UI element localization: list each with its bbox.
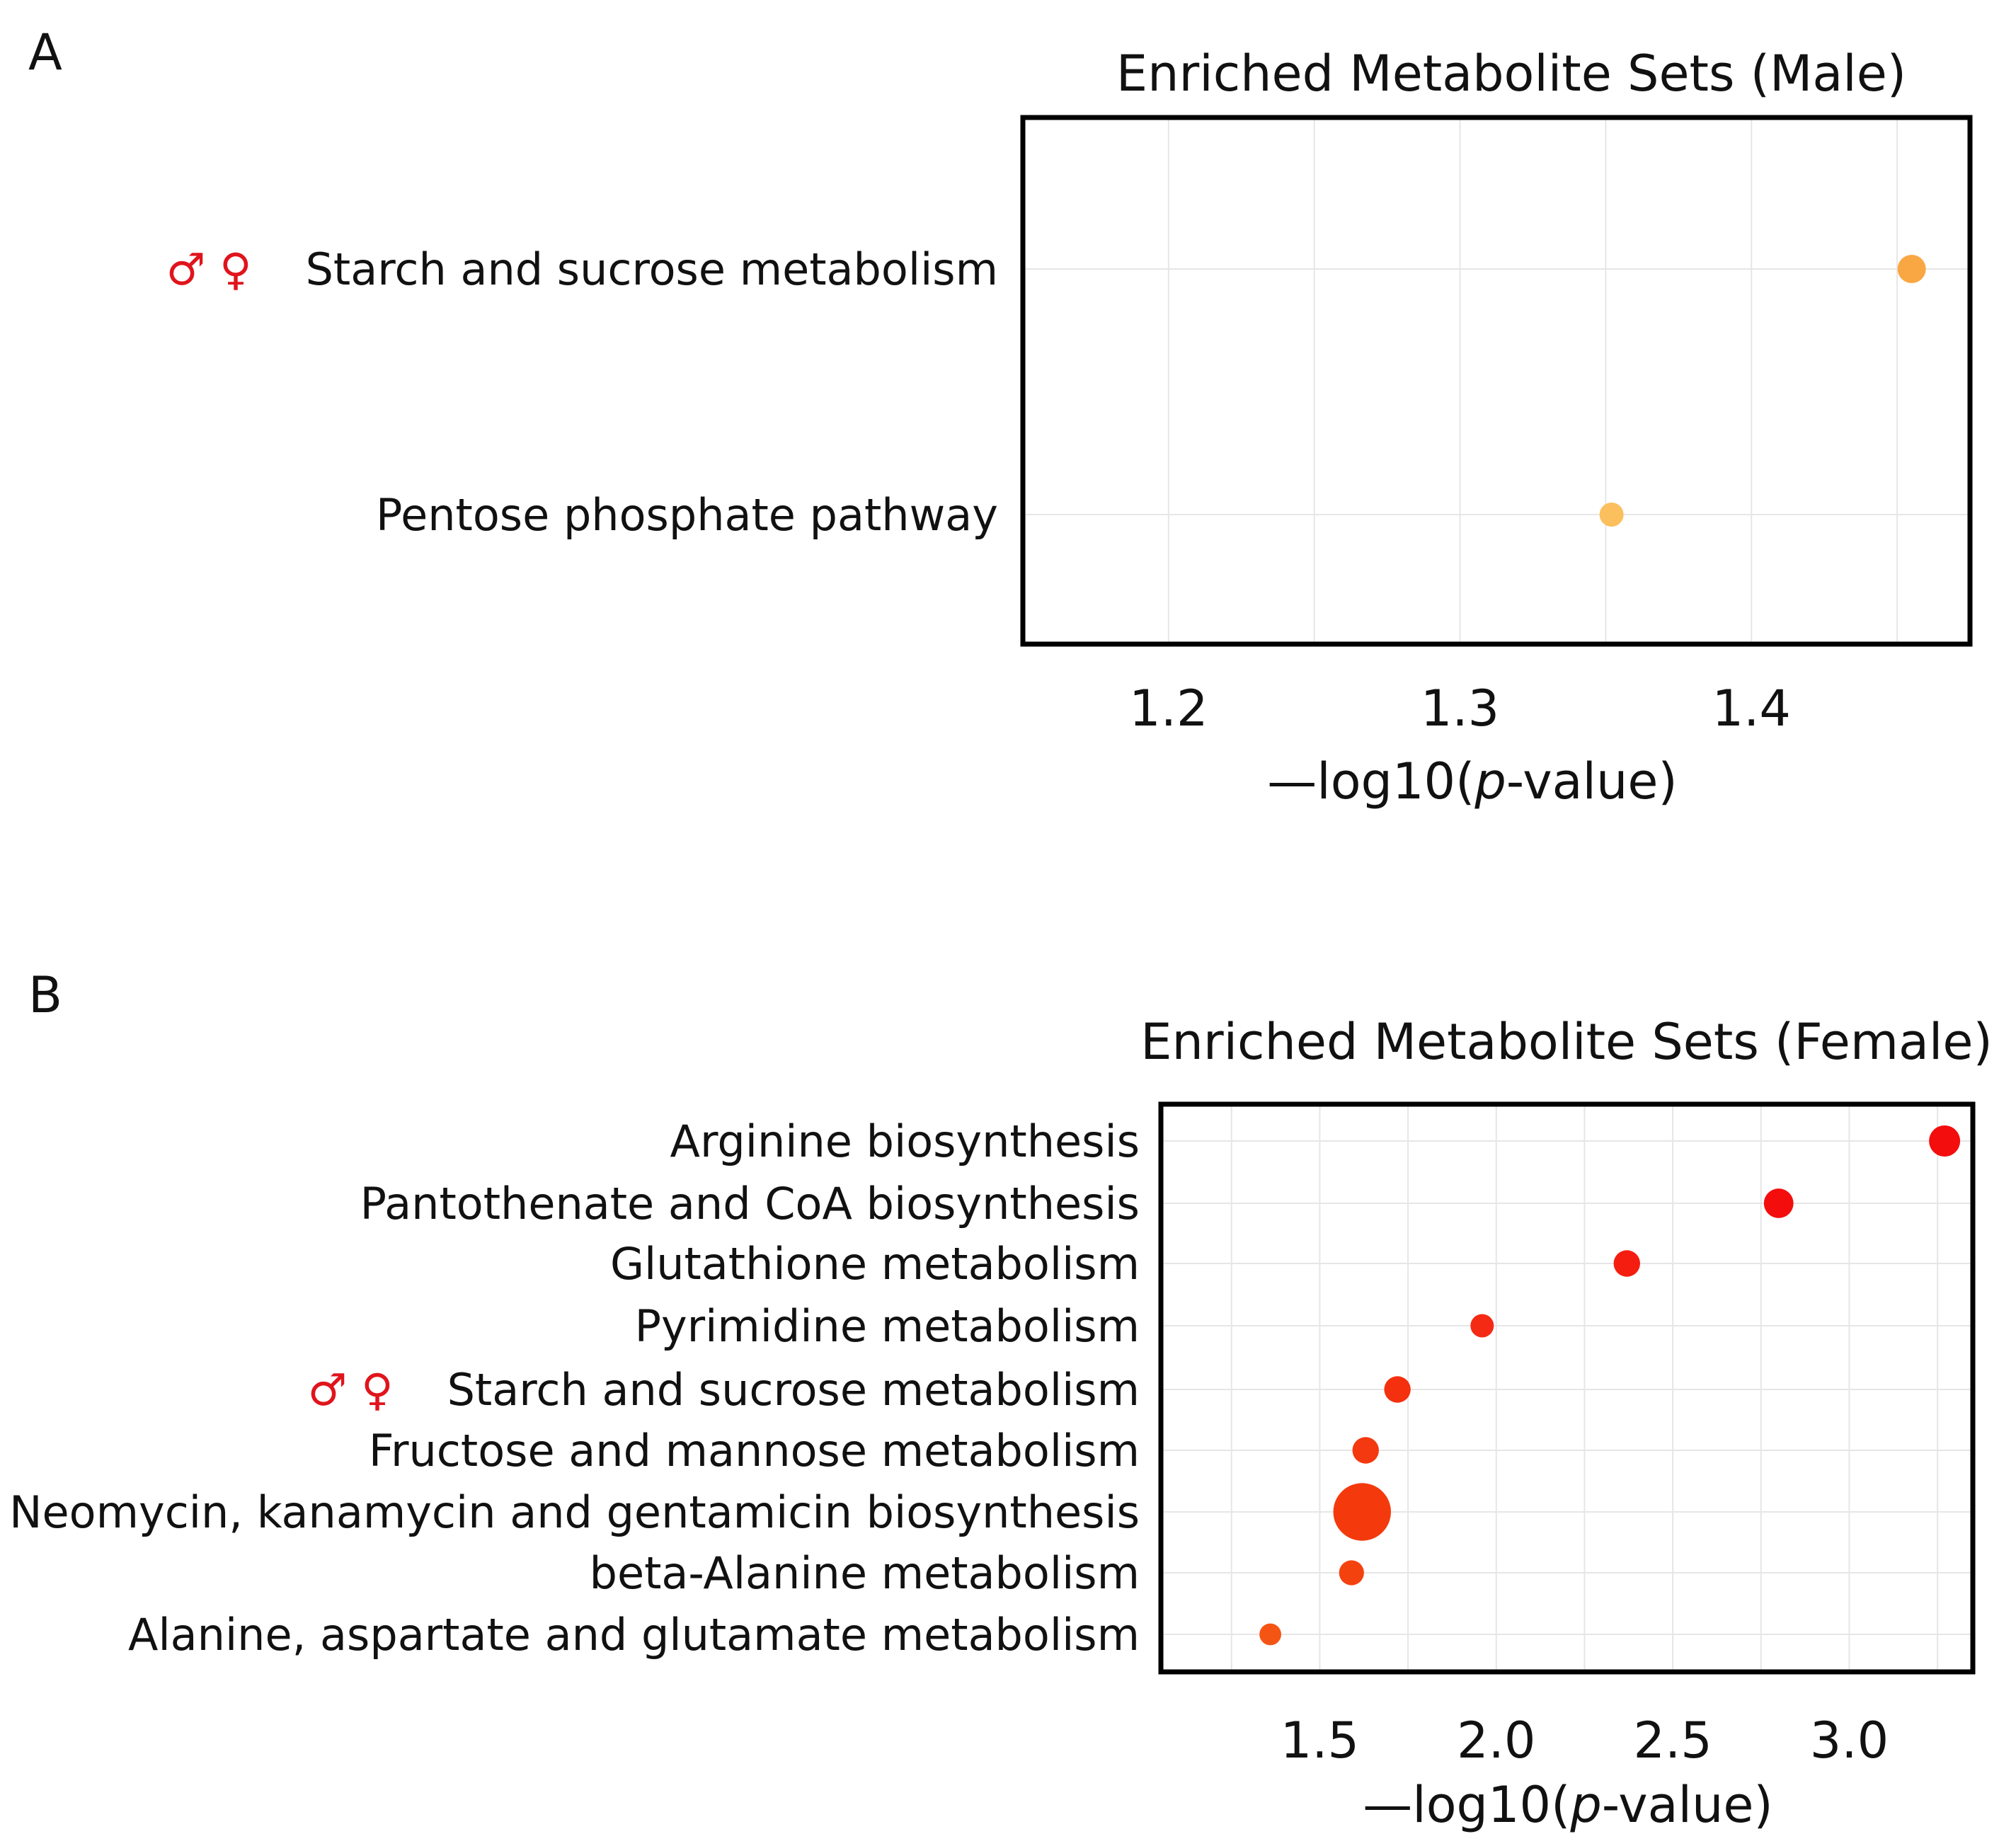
category-label: Fructose and mannose metabolism (369, 1425, 1140, 1477)
x-axis-label-suffix: -value) (1602, 1776, 1773, 1834)
data-point (1897, 255, 1926, 283)
data-point (1929, 1125, 1961, 1157)
sex-symbol-marker: ♂ ♀ (308, 1364, 394, 1416)
sex-symbol-marker: ♂ ♀ (166, 243, 252, 295)
x-axis-label-italic: p (1569, 1776, 1601, 1834)
x-axis-label-suffix: -value) (1506, 752, 1678, 810)
chart-title: Enriched Metabolite Sets (Male) (1116, 45, 1906, 103)
panel-letter: A (28, 23, 62, 81)
chart-title: Enriched Metabolite Sets (Female) (1140, 1013, 1993, 1071)
category-label: Neomycin, kanamycin and gentamicin biosy… (9, 1486, 1140, 1538)
x-axis-label-italic: p (1474, 752, 1506, 810)
data-point (1384, 1376, 1411, 1403)
x-tick-label: 1.4 (1712, 680, 1791, 738)
data-point (1339, 1560, 1364, 1586)
data-point (1352, 1437, 1379, 1464)
category-label: Pentose phosphate pathway (376, 489, 998, 541)
category-label: Glutathione metabolism (610, 1238, 1140, 1290)
data-point (1763, 1188, 1794, 1218)
category-label: Pantothenate and CoA biosynthesis (360, 1178, 1140, 1229)
category-label: Pyrimidine metabolism (635, 1300, 1140, 1352)
x-axis-label: —log10(p-value) (1363, 1776, 1772, 1834)
x-axis-label: —log10(p-value) (1267, 752, 1677, 810)
category-label: beta-Alanine metabolism (590, 1547, 1140, 1599)
x-tick-label: 2.0 (1457, 1712, 1535, 1770)
x-tick-label: 3.0 (1810, 1712, 1889, 1770)
panel-letter: B (28, 966, 62, 1024)
category-label: Alanine, aspartate and glutamate metabol… (128, 1609, 1140, 1661)
data-point (1333, 1483, 1391, 1541)
x-axis-label-prefix: —log10( (1363, 1776, 1570, 1834)
category-label: Starch and sucrose metabolism (306, 243, 998, 295)
data-point (1259, 1623, 1281, 1646)
x-tick-label: 1.2 (1129, 680, 1208, 738)
data-point (1599, 503, 1624, 527)
panel-b: B Enriched Metabolite Sets (Female)Argini… (9, 966, 1993, 1834)
data-point (1470, 1314, 1494, 1338)
plot-frame (1020, 115, 1973, 647)
category-label: Arginine biosynthesis (670, 1116, 1140, 1167)
plot-frame (1158, 1101, 1976, 1675)
x-axis-label-prefix: —log10( (1267, 752, 1474, 810)
x-tick-label: 1.3 (1421, 680, 1499, 738)
panel-a: A Enriched Metabolite Sets (Male) Starch a… (28, 23, 1973, 810)
data-point (1613, 1250, 1640, 1277)
category-label: Starch and sucrose metabolism (447, 1364, 1140, 1416)
x-tick-label: 2.5 (1633, 1712, 1712, 1770)
x-tick-label: 1.5 (1281, 1712, 1359, 1770)
